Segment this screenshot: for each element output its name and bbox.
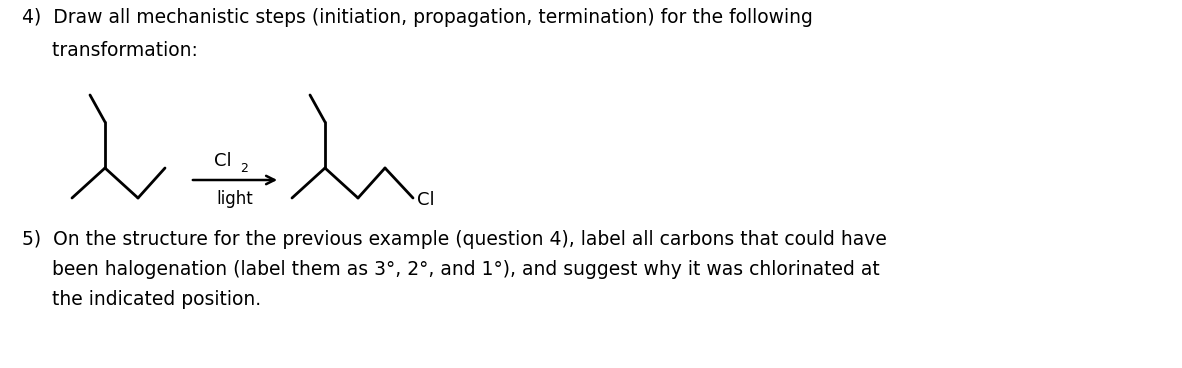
Text: 2: 2 xyxy=(240,162,248,175)
Text: the indicated position.: the indicated position. xyxy=(22,290,261,309)
Text: Cl: Cl xyxy=(214,152,232,170)
Text: 4)  Draw all mechanistic steps (initiation, propagation, termination) for the fo: 4) Draw all mechanistic steps (initiatio… xyxy=(22,8,813,27)
Text: transformation:: transformation: xyxy=(22,41,197,60)
Text: been halogenation (label them as 3°, 2°, and 1°), and suggest why it was chlorin: been halogenation (label them as 3°, 2°,… xyxy=(22,260,879,279)
Text: 5)  On the structure for the previous example (question 4), label all carbons th: 5) On the structure for the previous exa… xyxy=(22,230,886,249)
Text: light: light xyxy=(216,190,253,208)
Text: Cl: Cl xyxy=(417,191,435,209)
